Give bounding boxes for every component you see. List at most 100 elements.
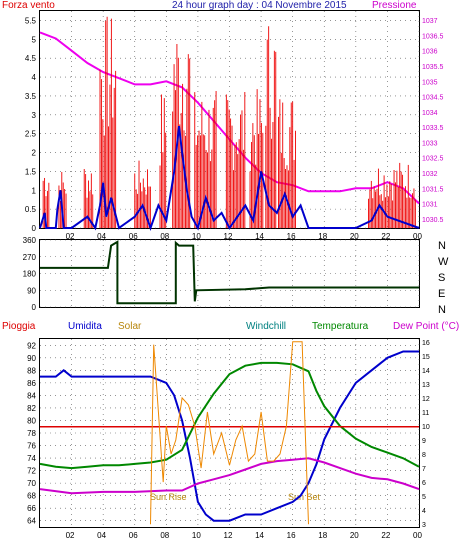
right-tick-label: 6: [422, 480, 426, 487]
right-tick-label: 8: [422, 452, 426, 459]
right-tick-label: 1034: [422, 110, 438, 117]
x-tick-label: 14: [255, 531, 264, 540]
left-tick-label: 70: [27, 479, 36, 488]
left-tick-label: 270: [23, 253, 37, 262]
right-tick-label: 4: [422, 508, 426, 515]
left-tick-label: 86: [27, 379, 36, 388]
left-tick-label: 88: [27, 366, 36, 375]
right-tick-label: 14: [422, 368, 430, 375]
right-tick-label: 1033.5: [422, 125, 444, 132]
left-tick-label: 66: [27, 504, 36, 513]
x-tick-label: 22: [381, 531, 390, 540]
left-tick-label: 92: [27, 341, 36, 350]
right-tick-label: 1035.5: [422, 64, 444, 71]
x-tick-label: 18: [318, 531, 327, 540]
x-tick-label: 18: [318, 232, 327, 241]
legend-dew-point: Dew Point (°C): [393, 321, 460, 332]
direction-label-n-bottom: N: [438, 304, 446, 316]
left-tick-label: 180: [23, 270, 37, 279]
right-tick-label: 1030.5: [422, 217, 444, 224]
right-tick-label: 1035: [422, 79, 438, 86]
right-tick-label: 10: [422, 424, 430, 431]
direction-label-n-top: N: [438, 240, 446, 252]
left-tick-label: 5: [32, 35, 37, 44]
series-line: [39, 361, 420, 470]
legend-windchill: Windchill: [246, 321, 287, 332]
x-tick-label: 02: [66, 232, 75, 241]
wind-axis-label: Forza vento: [2, 0, 55, 11]
right-tick-label: 3: [422, 522, 426, 529]
right-tick-label: 1037: [422, 18, 438, 25]
left-tick-label: 2.5: [25, 130, 37, 139]
x-tick-label: 08: [160, 232, 169, 241]
legend-solar: Solar: [118, 321, 142, 332]
left-tick-label: 78: [27, 429, 36, 438]
x-tick-label: 06: [129, 232, 138, 241]
left-tick-label: 84: [27, 391, 36, 400]
right-tick-label: 7: [422, 466, 426, 473]
left-tick-label: 3.5: [25, 92, 37, 101]
series-line: [40, 350, 419, 522]
x-tick-label: 12: [224, 232, 233, 241]
left-tick-label: 0.5: [25, 205, 37, 214]
chart-title: 24 hour graph day : 04 Novembre 2015: [172, 0, 347, 11]
wind-direction-plot-frame: [39, 239, 420, 308]
legend-temperatura: Temperatura: [312, 321, 369, 332]
legend-pioggia: Pioggia: [2, 321, 36, 332]
x-tick-label: 20: [350, 531, 359, 540]
x-tick-label: 10: [192, 531, 201, 540]
x-tick-label: 02: [66, 531, 75, 540]
x-tick-label: 14: [255, 232, 264, 241]
right-tick-label: 1032: [422, 171, 438, 178]
series-line: [40, 240, 419, 305]
x-tick-label: 12: [224, 531, 233, 540]
direction-label-w: W: [438, 256, 449, 268]
right-tick-label: 1031: [422, 202, 438, 209]
right-tick-label: 15: [422, 354, 430, 361]
x-tick-label: 16: [287, 232, 296, 241]
wind-average-line: [39, 125, 420, 232]
left-tick-label: 68: [27, 492, 36, 501]
right-tick-label: 1036: [422, 49, 438, 56]
direction-label-s: S: [438, 272, 446, 284]
left-tick-label: 76: [27, 442, 36, 451]
left-tick-label: 1.5: [25, 167, 37, 176]
legend-umidita: Umidita: [68, 321, 102, 332]
right-tick-label: 1034.5: [422, 95, 444, 102]
left-tick-label: 74: [27, 454, 36, 463]
left-tick-label: 90: [27, 286, 36, 295]
right-tick-label: 1036.5: [422, 33, 444, 40]
pressure-axis-label: Pressione: [372, 0, 417, 11]
right-tick-label: 13: [422, 382, 430, 389]
right-tick-label: 1032.5: [422, 156, 444, 163]
sun-rise-label: Sun Rise: [150, 492, 187, 502]
x-tick-label: 00: [413, 531, 422, 540]
x-tick-label: 06: [129, 531, 138, 540]
left-tick-label: 4: [32, 73, 37, 82]
left-tick-label: 5.5: [25, 16, 37, 25]
left-tick-label: 360: [23, 236, 37, 245]
right-tick-label: 5: [422, 494, 426, 501]
left-tick-label: 80: [27, 416, 36, 425]
x-tick-label: 04: [97, 531, 106, 540]
left-tick-label: 3: [32, 111, 37, 120]
right-tick-label: 16: [422, 340, 430, 347]
x-tick-label: 10: [192, 232, 201, 241]
x-tick-label: 22: [381, 232, 390, 241]
temperature-humidity-plot-frame: [39, 338, 420, 528]
x-tick-label: 08: [160, 531, 169, 540]
direction-label-e: E: [438, 288, 446, 300]
left-tick-label: 0: [32, 224, 37, 233]
right-tick-label: 1031.5: [422, 186, 444, 193]
x-tick-label: 16: [287, 531, 296, 540]
series-line: [150, 341, 309, 525]
left-tick-label: 2: [32, 149, 37, 158]
right-tick-label: 9: [422, 438, 426, 445]
x-tick-label: 00: [413, 232, 422, 241]
right-tick-label: 11: [422, 410, 429, 417]
left-tick-label: 0: [32, 303, 37, 312]
series-line: [39, 457, 420, 495]
left-tick-label: 64: [27, 517, 36, 526]
